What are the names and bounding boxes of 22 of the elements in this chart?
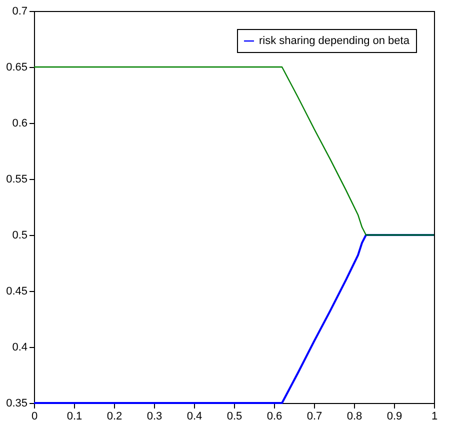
y-tick-label: 0.7 — [12, 6, 28, 18]
legend-label: risk sharing depending on beta — [259, 35, 410, 47]
x-tick-label: 0.7 — [306, 410, 322, 422]
line-series — [33, 234, 435, 404]
x-tick-label: 0.2 — [106, 410, 122, 422]
line-series — [33, 66, 435, 236]
y-tick-label: 0.65 — [6, 62, 28, 74]
y-tick-label: 0.6 — [12, 118, 28, 130]
x-tick-label: 0.6 — [266, 410, 282, 422]
y-tick-label: 0.35 — [6, 398, 28, 410]
y-tick-label: 0.55 — [6, 174, 28, 186]
x-tick-label: 0.8 — [346, 410, 362, 422]
y-tick-label: 0.5 — [12, 230, 28, 242]
x-tick-label: 0.9 — [386, 410, 402, 422]
x-tick-label: 0.1 — [66, 410, 82, 422]
x-tick-label: 0.5 — [226, 410, 242, 422]
x-tick-label: 0.3 — [146, 410, 162, 422]
x-tick-label: 0.4 — [186, 410, 202, 422]
x-tick-label: 1 — [431, 410, 438, 422]
y-tick-label: 0.4 — [12, 342, 28, 354]
x-tick-label: 0 — [31, 410, 38, 422]
y-tick-label: 0.45 — [6, 286, 28, 298]
